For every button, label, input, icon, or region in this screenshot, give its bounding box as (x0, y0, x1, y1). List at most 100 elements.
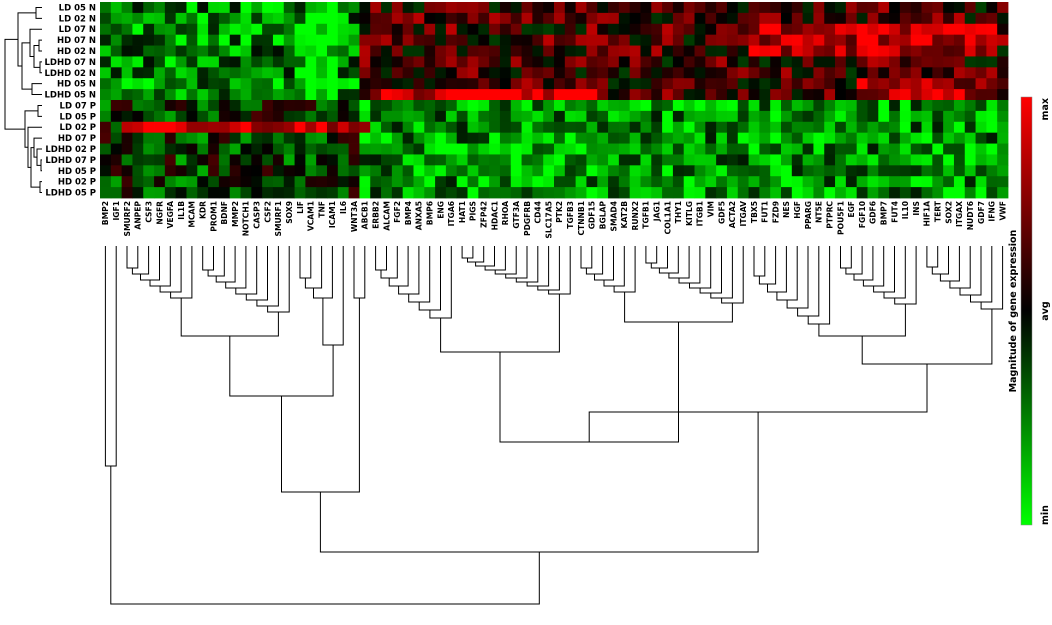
heatmap-cell (943, 67, 955, 79)
heatmap-cell (262, 89, 274, 101)
heatmap-cell (726, 89, 739, 101)
heatmap-cell (240, 132, 252, 144)
heatmap-cell (262, 45, 274, 57)
heatmap-cell (554, 187, 566, 199)
heatmap-cell (208, 67, 220, 79)
heatmap-cell (510, 56, 522, 68)
heatmap-cell (208, 12, 220, 25)
heatmap-cell (554, 2, 566, 14)
heatmap-cell (997, 132, 1009, 144)
heatmap-cell (240, 2, 252, 14)
heatmap-cell (813, 45, 825, 57)
heatmap-cell (467, 176, 479, 188)
column-label-lif: LIF (296, 201, 305, 214)
heatmap-cell (294, 67, 306, 79)
heatmap-cell (737, 176, 749, 188)
heatmap-cell (953, 34, 966, 46)
heatmap-cell (781, 2, 793, 14)
heatmap-cell (121, 23, 133, 36)
row-label-hd-02-p: HD 02 P (58, 178, 96, 188)
heatmap-cell (608, 78, 620, 90)
heatmap-cell (543, 165, 555, 177)
heatmap-cell (359, 187, 371, 199)
heatmap-cell (143, 187, 155, 199)
heatmap-cell (748, 100, 760, 112)
heatmap-cell (791, 89, 804, 101)
heatmap-cell (737, 100, 749, 112)
heatmap-cell (467, 89, 479, 101)
heatmap-cell (672, 78, 685, 90)
heatmap-cell (381, 154, 393, 166)
heatmap-cell (975, 23, 987, 36)
heatmap-cell (359, 143, 371, 155)
heatmap-cell (208, 154, 220, 166)
heatmap-cell (262, 165, 274, 177)
heatmap-cell (164, 67, 177, 79)
heatmap-cell (835, 89, 847, 101)
heatmap-cell (521, 2, 533, 14)
heatmap-cell (381, 187, 393, 199)
heatmap-cell (456, 56, 468, 68)
heatmap-cell (391, 56, 404, 68)
heatmap-cell (878, 143, 890, 155)
column-label-acta2: ACTA2 (728, 201, 737, 228)
column-label-tbx5: TBX5 (750, 201, 759, 223)
heatmap-cell (672, 56, 685, 68)
heatmap-cell (272, 176, 285, 188)
heatmap-cell (272, 187, 285, 199)
heatmap-cell (586, 45, 598, 57)
heatmap-cell (272, 143, 285, 155)
heatmap-cell (835, 56, 847, 68)
heatmap-cell (413, 89, 425, 101)
heatmap-cell (316, 121, 328, 134)
heatmap-cell (770, 165, 782, 177)
heatmap-cell (726, 110, 739, 123)
row-dendrogram-branch (24, 110, 38, 148)
heatmap-cell (175, 100, 187, 112)
heatmap-cell (618, 176, 631, 188)
heatmap-cell (132, 143, 144, 155)
heatmap-cell (716, 176, 728, 188)
heatmap-cell (175, 12, 187, 25)
heatmap-cell (824, 165, 836, 177)
heatmap-cell (683, 23, 695, 36)
heatmap-cell (845, 100, 858, 112)
heatmap-cell (467, 143, 479, 155)
heatmap-cell (835, 100, 847, 112)
column-label-tgfb1: TGFB1 (642, 201, 651, 229)
heatmap-cell (564, 12, 577, 25)
heatmap-cell (878, 110, 890, 123)
heatmap-cell (662, 12, 674, 25)
heatmap-cell (348, 23, 360, 36)
heatmap-cell (424, 89, 436, 101)
heatmap-cell (478, 165, 490, 177)
heatmap-cell (208, 110, 220, 123)
heatmap-cell (997, 176, 1009, 188)
column-dendrogram-branch (353, 246, 366, 299)
heatmap-cell (391, 89, 404, 101)
heatmap-cell (435, 56, 447, 68)
heatmap-cell (164, 143, 177, 155)
heatmap-cell (467, 154, 479, 166)
heatmap-cell (943, 2, 955, 14)
heatmap-cell (132, 154, 144, 166)
heatmap-cell (218, 12, 231, 25)
heatmap-cell (899, 110, 912, 123)
heatmap-cell (953, 2, 966, 14)
heatmap-cell (283, 34, 295, 46)
heatmap-cell (240, 78, 252, 90)
heatmap-cell (100, 100, 112, 112)
heatmap-cell (554, 121, 566, 134)
column-label-csf3: CSF3 (144, 201, 153, 223)
heatmap-cell (272, 121, 285, 134)
heatmap-cell (910, 67, 922, 79)
heatmap-cell (554, 165, 566, 177)
heatmap-cell (781, 110, 793, 123)
heatmap-cell (478, 143, 490, 155)
heatmap-cell (564, 143, 577, 155)
heatmap-cell (867, 45, 879, 57)
heatmap-cell (694, 56, 706, 68)
heatmap-cell (467, 187, 479, 199)
heatmap-cell (175, 45, 187, 57)
heatmap-cell (813, 67, 825, 79)
